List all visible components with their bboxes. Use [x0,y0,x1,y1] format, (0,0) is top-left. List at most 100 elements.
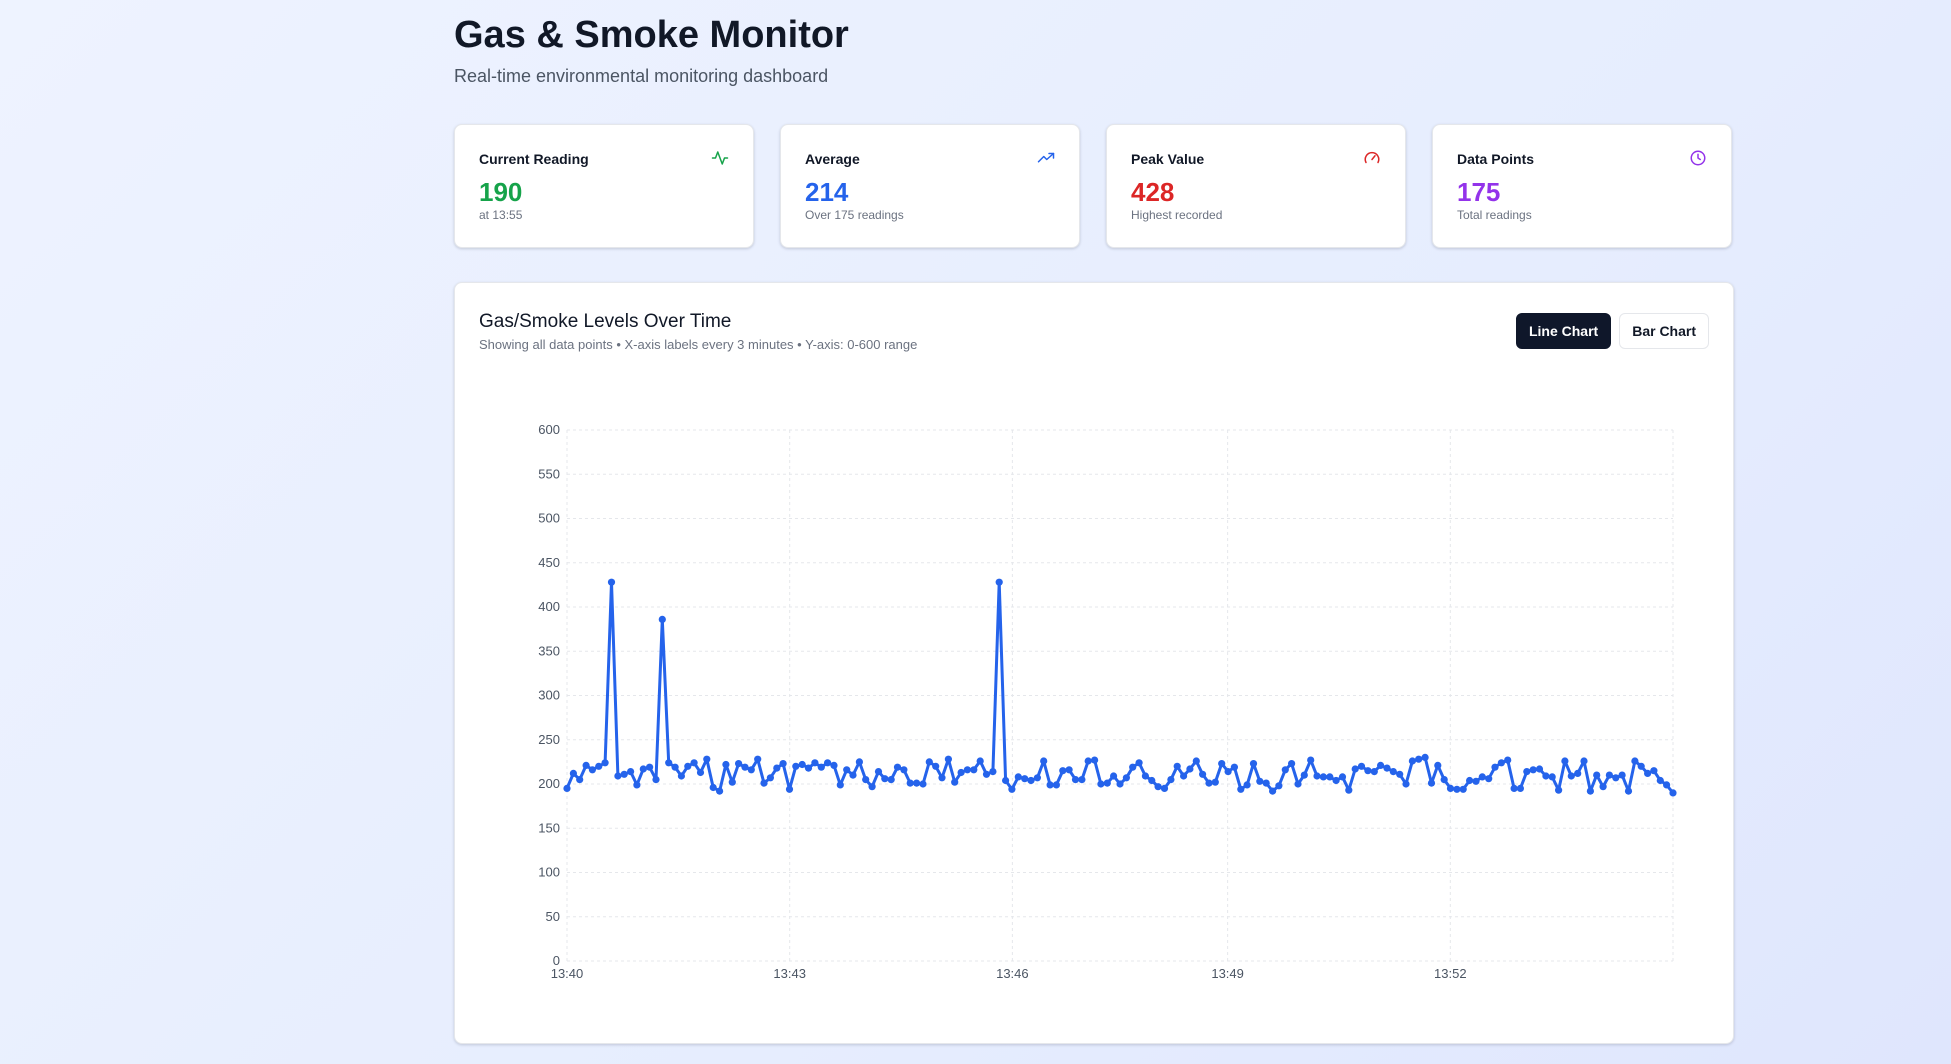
stat-value: 190 [479,177,523,207]
data-point [588,766,596,774]
data-point [1040,757,1048,765]
data-point [1332,776,1340,785]
data-point [1555,786,1563,794]
y-tick-label: 200 [538,776,560,791]
data-point [1624,787,1633,795]
data-point [703,755,711,763]
data-point [728,778,736,786]
data-point [1167,776,1175,784]
data-point [569,769,577,777]
data-point [874,768,883,776]
data-point [652,776,660,784]
data-point [690,759,698,767]
data-point [722,760,730,769]
line-chart: 0 50 100 150 200 250 300 350 400 450 500 550 600 13:4… [538,422,1677,981]
data-point [900,766,908,774]
data-point [760,779,768,787]
data-point [1122,774,1130,782]
data-point [951,778,959,786]
data-point [1180,772,1188,780]
data-point [1256,777,1264,785]
data-point [1059,767,1067,775]
data-point [646,763,654,771]
data-point [1631,757,1639,765]
data-point [1408,757,1416,765]
data-point [1427,779,1436,787]
y-tick-label: 400 [538,599,560,614]
bar-chart-button[interactable]: Bar Chart [1619,313,1709,349]
stat-card-peak-value: Peak Value 428 Highest recorded [1106,124,1406,248]
data-point [785,785,794,793]
data-point [1052,781,1060,789]
chart-title: Gas/Smoke Levels Over Time [479,311,732,332]
data-point [1345,786,1353,794]
data-point [1148,776,1156,785]
data-point [989,768,997,776]
y-tick-label: 500 [538,511,560,526]
data-point [1535,765,1544,773]
data-point [1205,779,1213,787]
x-tick-label: 13:46 [996,966,1029,981]
page-subtitle: Real-time environmental monitoring dashb… [454,66,829,86]
data-point [1014,773,1022,781]
data-point [779,760,787,768]
data-point [913,779,921,787]
data-point [1078,776,1086,784]
gauge-icon [1364,151,1380,164]
line-chart-button[interactable]: Line Chart [1515,313,1612,349]
data-point [1351,765,1359,773]
data-point [1396,770,1404,778]
data-point [1288,760,1296,768]
data-point [696,768,705,777]
y-tick-label: 350 [538,643,560,658]
stat-subtext: Total readings [1457,208,1532,222]
data-point [1370,768,1378,776]
clock-icon [1690,150,1706,166]
data-point [677,772,685,780]
data-point [1383,764,1391,772]
data-point [1523,768,1531,776]
data-point [938,774,946,782]
y-tick-label: 450 [538,555,560,570]
y-tick-label: 150 [538,820,560,835]
data-point [1618,771,1626,779]
data-point [932,762,940,770]
data-point [1097,780,1105,788]
data-point [804,764,813,772]
data-point [1249,760,1258,768]
data-point [1389,768,1397,776]
data-point [862,776,870,784]
data-point [658,615,666,623]
y-tick-label: 0 [553,953,560,968]
data-point [944,755,952,763]
stat-label: Average [805,151,860,167]
data-point [1491,763,1499,771]
stat-card-average: Average 214 Over 175 readings [780,124,1080,248]
data-point [1275,782,1283,790]
stat-value: 175 [1457,177,1501,207]
data-point [919,780,927,788]
data-point [963,766,971,774]
data-point [1650,767,1658,775]
data-point [1504,756,1512,764]
data-point [1669,789,1677,797]
data-point [1446,784,1455,792]
data-point [601,759,609,767]
data-point [1021,775,1029,783]
data-point [1656,776,1664,785]
data-point [970,766,978,774]
data-point [1338,773,1347,781]
y-tick-label: 50 [546,909,560,924]
data-point [1033,774,1041,782]
stat-card-data-points: Data Points 175 Total readings [1432,124,1732,248]
data-point [982,770,991,778]
x-tick-label: 13:52 [1434,966,1467,981]
data-point [627,768,635,776]
data-point [1281,766,1289,774]
data-point [1243,781,1251,789]
data-point [1440,776,1448,784]
data-point [1230,763,1238,771]
data-point [1599,783,1607,791]
data-point [1453,785,1461,793]
data-point [1326,773,1334,781]
